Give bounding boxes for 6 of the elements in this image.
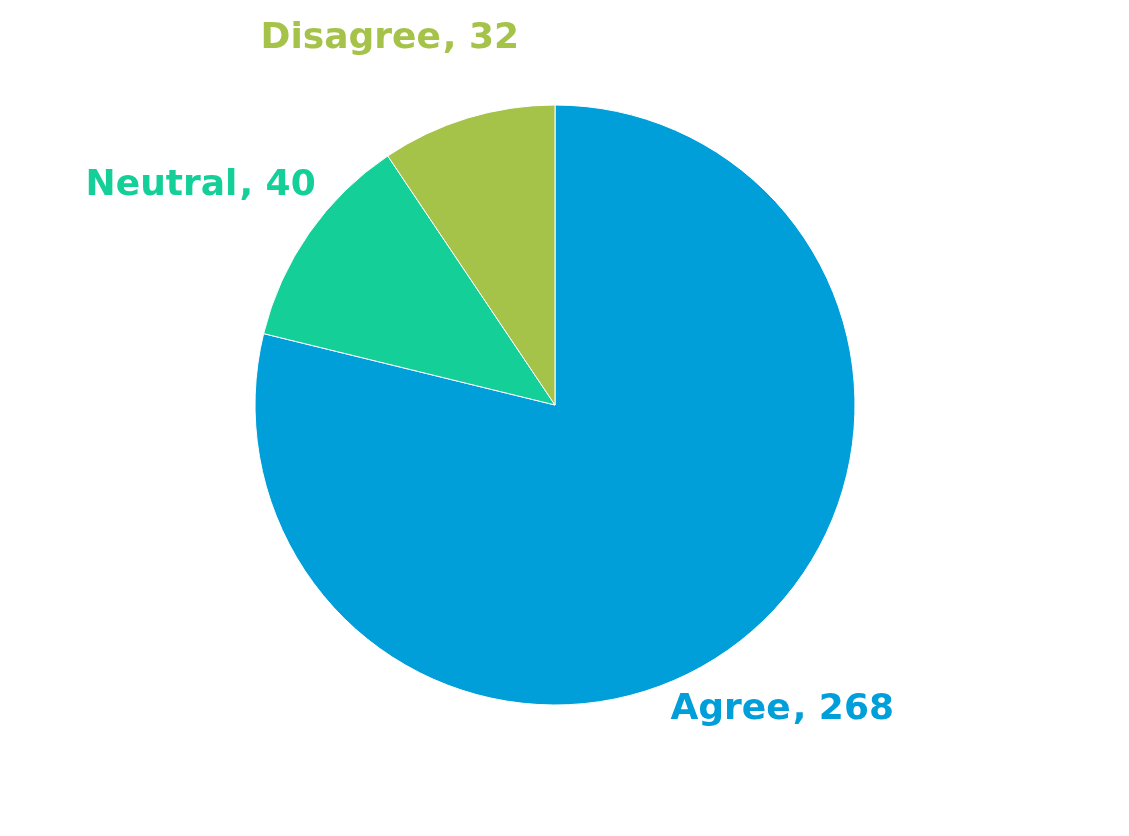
data-label: , 32 xyxy=(442,14,520,56)
data-label: , 40 xyxy=(239,162,316,204)
slice-label: Agree xyxy=(670,685,791,727)
slice-label: Disagree xyxy=(260,14,441,56)
slice-label: Neutral xyxy=(85,162,238,204)
data-label: , 268 xyxy=(792,685,895,727)
